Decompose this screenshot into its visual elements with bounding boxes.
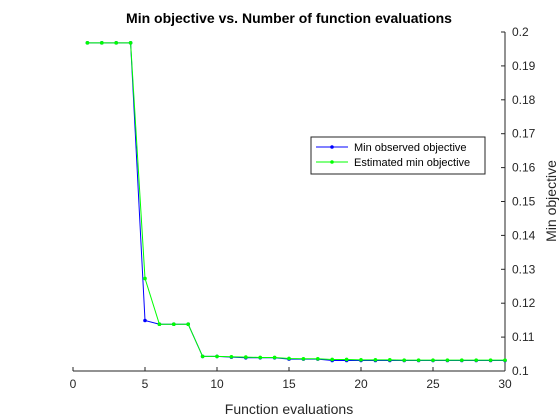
y-tick-label: 0.11 [512,330,535,344]
data-point [128,41,133,45]
series-line [87,42,505,361]
x-tick-label: 30 [498,377,512,391]
data-point [301,356,306,361]
y-tick-label: 0.16 [512,161,536,175]
data-point [488,358,493,362]
y-tick-label: 0.1 [512,364,529,378]
data-point [157,322,162,327]
data-point [474,358,479,362]
y-axis-label: Min objective [543,160,559,242]
data-point [114,41,118,45]
x-tick-label: 5 [142,377,149,391]
data-point [143,318,147,323]
legend-marker [330,160,334,164]
data-point [287,356,291,361]
data-point [244,355,248,359]
x-axis-label: Function evaluations [225,401,353,417]
data-point [344,357,349,362]
x-tick-label: 0 [70,377,77,391]
data-point [330,357,335,362]
data-point [172,322,176,327]
legend: Min observed objective Estimated min obje… [310,136,486,175]
data-point [359,358,363,362]
y-tick-label: 0.12 [512,296,536,310]
data-point [272,355,277,360]
x-tick-label: 25 [426,377,440,391]
data-point [388,358,392,362]
data-point [373,358,378,362]
data-point [229,354,234,359]
chart-title: Min objective vs. Number of function eva… [126,10,452,26]
y-tick-label: 0.19 [512,59,536,73]
data-point [416,358,421,362]
legend-box [310,136,486,175]
y-tick-label: 0.14 [512,228,536,242]
data-point [503,358,507,362]
data-point [460,358,464,362]
data-point [143,276,147,281]
y-tick-label: 0.17 [512,127,536,141]
y-ticks: 0.1 0.11 0.12 0.13 0.14 0.15 0.16 0.17 0.18 0.19 0… [501,25,536,378]
data-point [85,41,90,45]
y-tick-label: 0.2 [512,25,529,39]
data-point [186,322,190,327]
data-point [431,358,435,362]
x-tick-label: 10 [210,377,224,391]
y-tick-label: 0.13 [512,262,536,276]
data-point [215,354,219,359]
data-point [402,358,407,362]
data-point [445,358,450,362]
y-tick-label: 0.18 [512,93,536,107]
legend-marker [330,145,334,149]
data-point [258,355,263,360]
legend-label: Estimated min objective [354,157,470,169]
x-ticks: 0 5 10 15 20 25 30 [70,367,512,391]
x-tick-label: 20 [354,377,368,391]
data-point [200,354,205,359]
series-1 [85,41,507,362]
legend-entries: Min observed objective Estimated min obje… [316,142,470,169]
legend-label: Min observed objective [354,142,467,154]
data-point [100,41,104,45]
data-point [316,356,320,361]
x-tick-label: 15 [282,377,296,391]
series [85,41,507,363]
y-tick-label: 0.15 [512,195,536,209]
